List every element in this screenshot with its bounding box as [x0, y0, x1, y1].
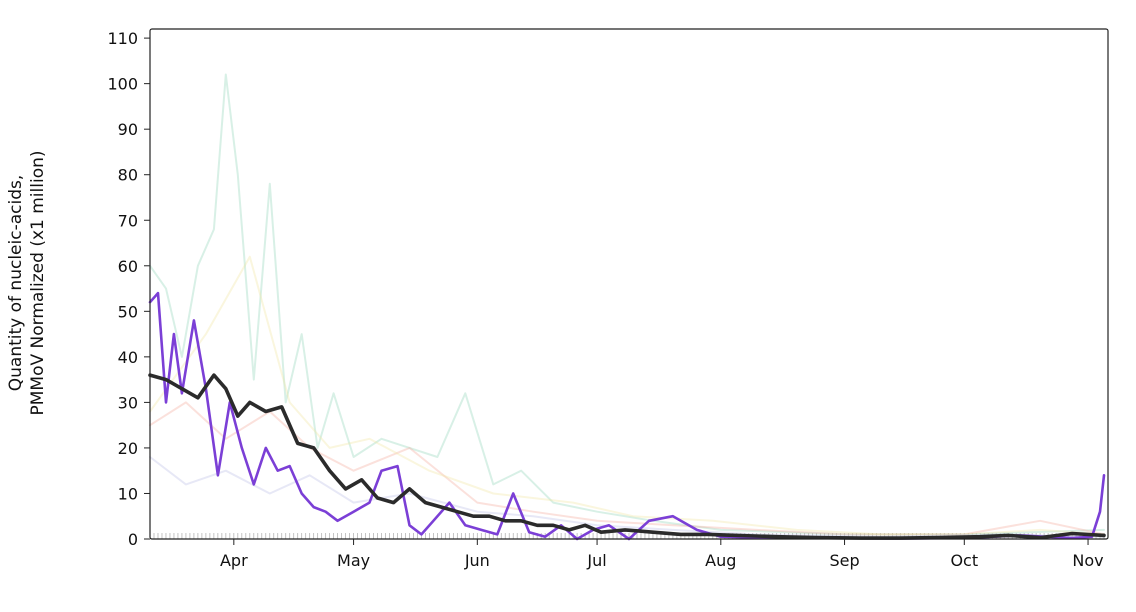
x-tick-label: Apr: [220, 551, 248, 570]
series-line: [149, 401, 1105, 536]
series-line: [148, 373, 1106, 540]
y-tick-label: 60: [118, 257, 138, 276]
background-series: [149, 73, 1105, 538]
plot-frame: [149, 28, 1109, 540]
y-tick-label: 80: [118, 166, 138, 185]
series-line: [149, 73, 1105, 536]
y-axis-title-line1: Quantity of nucleic-acids,: [6, 175, 26, 391]
y-tick-label: 0: [128, 530, 138, 549]
series-line: [149, 255, 1105, 536]
x-tick-label: May: [337, 551, 370, 570]
y-tick-label: 110: [107, 29, 138, 48]
x-tick-label: Oct: [950, 551, 978, 570]
y-tick-label: 100: [107, 75, 138, 94]
y-tick-label: 20: [118, 439, 138, 458]
y-tick-label: 10: [118, 484, 138, 503]
series-line: [149, 456, 1105, 538]
y-axis-title: Quantity of nucleic-acids, PMMoV Normali…: [6, 150, 48, 415]
highlighted-series: [148, 291, 1106, 541]
x-tick-label: Jul: [586, 551, 606, 570]
y-axis: 0 10 20 30 40 50 60 70 80 90 100 110: [107, 29, 150, 549]
y-tick-label: 30: [118, 393, 138, 412]
x-tick-label: Nov: [1072, 551, 1103, 570]
y-tick-label: 40: [118, 348, 138, 367]
y-tick-label: 50: [118, 302, 138, 321]
y-tick-label: 70: [118, 211, 138, 230]
y-axis-title-line2: PMMoV Normalized (x1 million): [28, 150, 48, 415]
x-tick-label: Jun: [464, 551, 490, 570]
x-tick-label: Sep: [829, 551, 859, 570]
x-axis: Apr May Jun Jul Aug Sep Oct Nov: [220, 539, 1104, 570]
x-tick-label: Aug: [705, 551, 736, 570]
y-tick-label: 90: [118, 120, 138, 139]
series-line: [148, 291, 1106, 541]
